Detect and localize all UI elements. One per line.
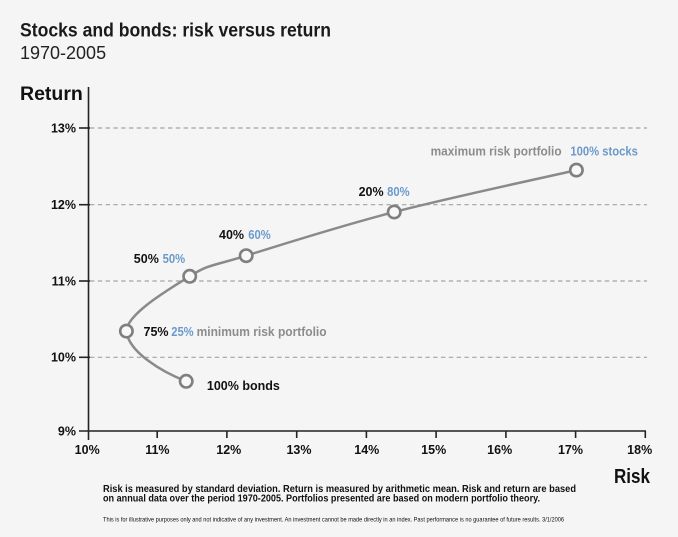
svg-text:on annual data over the period: on annual data over the period 1970-2005… [103, 494, 540, 505]
svg-text:40%: 40% [219, 228, 244, 242]
svg-text:75%: 75% [144, 325, 169, 339]
svg-text:60%: 60% [248, 228, 270, 242]
svg-text:13%: 13% [51, 122, 76, 136]
svg-text:9%: 9% [58, 425, 76, 439]
svg-text:16%: 16% [487, 443, 512, 457]
svg-text:80%: 80% [387, 185, 410, 199]
svg-text:minimum risk portfolio: minimum risk portfolio [197, 325, 327, 339]
svg-text:1970-2005: 1970-2005 [20, 43, 106, 63]
svg-text:10%: 10% [51, 351, 76, 365]
svg-text:25%: 25% [171, 325, 194, 339]
svg-text:10%: 10% [75, 443, 100, 457]
svg-text:11%: 11% [52, 275, 76, 289]
svg-text:Stocks and bonds: risk versus: Stocks and bonds: risk versus return [20, 21, 331, 42]
svg-text:50%: 50% [134, 252, 159, 266]
svg-text:11%: 11% [145, 443, 169, 457]
svg-text:100% bonds: 100% bonds [207, 379, 280, 393]
svg-text:Return: Return [20, 83, 83, 105]
svg-text:12%: 12% [51, 198, 76, 212]
svg-text:50%: 50% [163, 252, 186, 266]
svg-text:This is for illustrative purpo: This is for illustrative purposes only a… [103, 517, 564, 524]
svg-text:17%: 17% [558, 443, 583, 457]
svg-text:maximum risk portfolio: maximum risk portfolio [431, 145, 562, 159]
svg-text:Risk: Risk [614, 466, 651, 488]
svg-text:14%: 14% [354, 443, 379, 457]
svg-text:Risk is measured by standard d: Risk is measured by standard deviation. … [103, 484, 576, 495]
svg-text:12%: 12% [216, 443, 241, 457]
svg-text:20%: 20% [359, 185, 384, 199]
svg-text:13%: 13% [286, 443, 311, 457]
svg-text:100% stocks: 100% stocks [570, 145, 638, 159]
svg-text:15%: 15% [421, 443, 446, 457]
svg-text:18%: 18% [627, 443, 652, 457]
